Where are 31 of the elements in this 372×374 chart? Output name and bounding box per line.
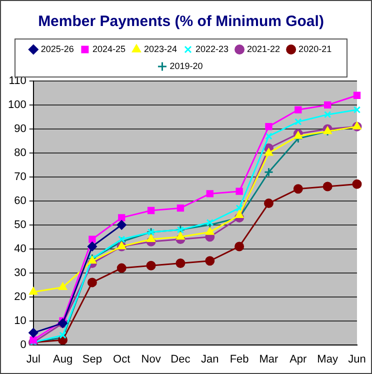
y-tick-label: 70 bbox=[14, 170, 26, 183]
legend-label: 2021-22 bbox=[247, 44, 280, 54]
y-tick-label: 50 bbox=[14, 218, 26, 231]
x-tick-label: Jun bbox=[348, 353, 366, 366]
y-tick-label: 90 bbox=[14, 122, 26, 135]
x-tick-label: Jul bbox=[26, 353, 40, 366]
legend-label: 2022-23 bbox=[196, 44, 229, 54]
legend-label: 2019-20 bbox=[170, 60, 203, 71]
legend-label: 2025-26 bbox=[40, 44, 74, 54]
legend-label: 2020-21 bbox=[298, 44, 332, 54]
y-tick-label: 40 bbox=[14, 242, 26, 255]
chart-title: Member Payments (% of Minimum Goal) bbox=[38, 13, 324, 30]
x-tick-label: Oct bbox=[113, 353, 130, 366]
y-tick-label: 0 bbox=[20, 338, 26, 351]
x-tick-label: Apr bbox=[290, 353, 308, 366]
x-tick-label: Jan bbox=[201, 353, 219, 366]
y-tick-label: 30 bbox=[14, 266, 26, 279]
x-tick-label: Sep bbox=[82, 353, 102, 366]
x-tick-label: Mar bbox=[259, 353, 279, 366]
legend-label: 2023-24 bbox=[144, 44, 177, 54]
y-tick-label: 80 bbox=[14, 146, 26, 159]
x-tick-label: Aug bbox=[52, 353, 73, 366]
y-tick-label: 20 bbox=[14, 290, 26, 303]
y-tick-label: 60 bbox=[14, 194, 26, 207]
y-tick-label: 10 bbox=[14, 314, 26, 327]
x-tick-label: May bbox=[317, 353, 338, 366]
x-tick-label: Feb bbox=[230, 353, 249, 366]
legend-label: 2024-25 bbox=[92, 44, 126, 54]
x-tick-label: Dec bbox=[170, 353, 191, 366]
y-tick-label: 100 bbox=[8, 99, 26, 112]
x-tick-label: Nov bbox=[141, 353, 162, 366]
